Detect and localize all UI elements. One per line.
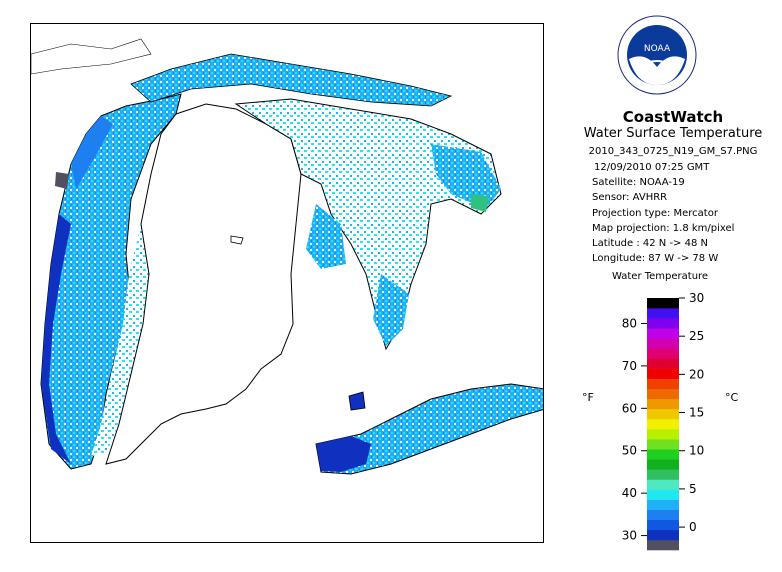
fahrenheit-tick-label: 60 xyxy=(622,401,637,415)
legend-ticks: 0 5 10 15 20 25 30 30 40 50 60 70 80 xyxy=(622,291,705,543)
legend-swatch xyxy=(647,298,679,309)
lake-erie xyxy=(315,383,543,475)
legend-swatch xyxy=(647,459,679,470)
map-projection: Map projection: 1.8 km/pixel xyxy=(592,222,735,234)
saginaw-bay xyxy=(306,204,346,269)
lake-erie-water xyxy=(315,383,543,475)
legend-swatch xyxy=(647,449,679,460)
temperature-legend: 0 5 10 15 20 25 30 30 40 50 60 70 80 °F °C xyxy=(582,291,739,551)
fahrenheit-tick-label: 40 xyxy=(622,486,637,500)
legend-swatch xyxy=(647,529,679,541)
upper-peninsula-outline xyxy=(31,38,152,75)
brand-title: CoastWatch xyxy=(622,108,724,126)
logo-text: NOAA xyxy=(644,44,671,54)
celsius-tick-label: 30 xyxy=(689,291,704,305)
legend-color-bar xyxy=(647,298,679,551)
huron-green-patch xyxy=(471,194,489,212)
celsius-unit: °C xyxy=(725,391,739,404)
legend-swatch xyxy=(647,388,679,400)
legend-swatch xyxy=(647,328,679,339)
lake-erie-cold-west xyxy=(316,436,371,472)
legend-swatch xyxy=(647,539,679,551)
lake-st-clair xyxy=(348,391,366,411)
legend-swatch xyxy=(647,469,679,480)
lake-temperature-map[interactable] xyxy=(31,24,544,543)
legend-swatch xyxy=(647,408,679,420)
lake-superior-edge xyxy=(130,53,453,107)
fahrenheit-tick-label: 50 xyxy=(622,444,637,458)
lake-michigan-cold-shore xyxy=(41,214,71,464)
legend-swatch xyxy=(647,479,679,490)
legend-swatch xyxy=(647,439,679,450)
fahrenheit-tick-label: 70 xyxy=(622,359,637,373)
legend-swatch xyxy=(647,338,679,349)
legend-swatch xyxy=(647,378,679,390)
lake-huron xyxy=(234,98,502,351)
legend-swatch xyxy=(647,348,679,359)
ice-patch xyxy=(55,172,69,189)
legend-swatch xyxy=(647,358,679,369)
legend-swatch xyxy=(647,308,679,319)
legend-swatch xyxy=(647,519,679,531)
fahrenheit-tick-label: 30 xyxy=(622,529,637,543)
legend-swatch xyxy=(647,398,679,410)
celsius-tick-label: 20 xyxy=(689,367,704,381)
legend-swatch xyxy=(647,489,679,500)
georgian-bay xyxy=(431,144,501,209)
celsius-tick-label: 10 xyxy=(689,444,704,458)
green-bay xyxy=(71,116,113,189)
legend-title: Water Temperature xyxy=(612,271,709,282)
latitude-range: Latitude : 42 N -> 48 N xyxy=(592,238,708,250)
island-outline xyxy=(230,235,244,245)
map-panel[interactable] xyxy=(30,23,544,543)
celsius-tick-label: 5 xyxy=(689,482,697,496)
image-details: 12/09/2010 07:25 GMT Satellite: NOAA-19 … xyxy=(592,160,734,266)
fahrenheit-tick-label: 80 xyxy=(622,316,637,330)
celsius-tick-label: 15 xyxy=(689,406,704,420)
datetime: 12/09/2010 07:25 GMT xyxy=(594,162,710,173)
lake-michigan-clear-interior xyxy=(91,224,149,456)
huron-east-shore xyxy=(373,274,409,346)
lake-michigan xyxy=(40,93,182,470)
celsius-tick-label: 0 xyxy=(689,520,697,534)
product-title: Water Surface Temperature xyxy=(583,126,763,141)
legend-swatch xyxy=(647,318,679,329)
legend-swatch xyxy=(647,418,679,430)
satellite: Satellite: NOAA-19 xyxy=(592,177,685,189)
legend-swatch xyxy=(647,509,679,521)
projection-type: Projection type: Mercator xyxy=(592,207,718,219)
sensor: Sensor: AVHRR xyxy=(592,192,668,204)
noaa-logo: NOAA xyxy=(617,15,697,95)
image-filename: 2010_343_0725_N19_GM_S7.PNG xyxy=(588,146,758,157)
legend-swatch xyxy=(647,368,679,379)
fahrenheit-unit: °F xyxy=(582,391,594,404)
legend-swatch xyxy=(647,429,679,440)
legend-swatch xyxy=(647,499,679,510)
celsius-tick-label: 25 xyxy=(689,329,704,343)
longitude-range: Longitude: 87 W -> 78 W xyxy=(592,253,719,265)
